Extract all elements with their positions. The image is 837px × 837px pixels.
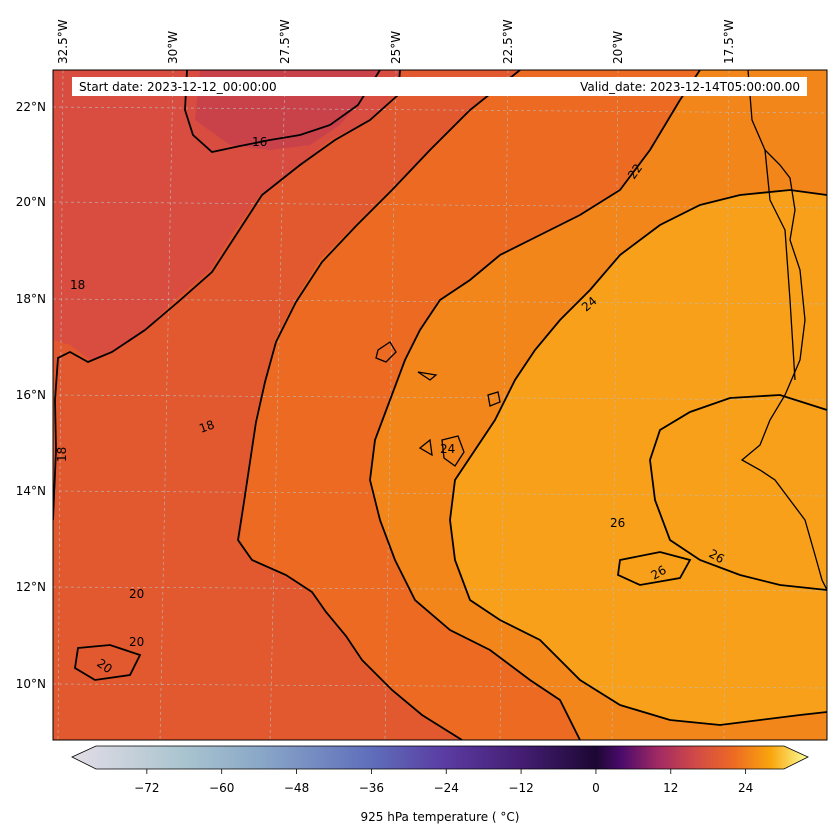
contour-label: 26 [610, 516, 625, 530]
isotherm-24 [449, 189, 827, 726]
header-box: Start date: 2023-12-12_00:00:00 Valid_da… [72, 77, 807, 96]
temperature-field [53, 70, 827, 740]
header-background [72, 77, 807, 96]
colorbar-tick-label: −60 [209, 781, 234, 795]
contour-label: 18 [55, 447, 69, 462]
contour-label: 16 [252, 135, 267, 149]
colorbar-tick-label: −36 [359, 781, 384, 795]
lat-tick-label: 16°N [16, 388, 46, 402]
latitude-ticks: 22°N 20°N 18°N 16°N 14°N 12°N 10°N [16, 100, 46, 691]
colorbar-tick-label: −72 [134, 781, 159, 795]
coastline-inland-border [764, 149, 796, 381]
isotherm-18 [53, 70, 401, 521]
cape-verde-islands [375, 341, 501, 467]
contour-label: 24 [440, 442, 455, 456]
isotherm-20-pocket [74, 644, 142, 681]
valid-date-text: Valid_date: 2023-12-14T05:00:00.00 [580, 80, 800, 94]
isotherm-22 [369, 70, 701, 740]
colorbar-tick-label: 12 [663, 781, 678, 795]
contour-label: 26 [649, 563, 669, 583]
coastlines [375, 70, 827, 591]
contour-label: 20 [129, 587, 144, 601]
colorbar-ticks: −72 −60 −48 −36 −24 −12 0 12 24 [134, 769, 753, 795]
longitude-ticks: 32.5°W 30°W 27.5°W 25°W 22.5°W 20°W 17.5… [56, 19, 736, 64]
lat-tick-label: 20°N [16, 195, 46, 209]
lon-tick-label: 22.5°W [501, 19, 515, 64]
colorbar-tick-label: 0 [592, 781, 600, 795]
lon-tick-label: 25°W [389, 31, 403, 64]
contour-label: 18 [70, 278, 85, 292]
lon-tick-label: 27.5°W [278, 19, 292, 64]
colorbar-tick-label: −12 [508, 781, 533, 795]
lon-tick-label: 20°W [611, 31, 625, 64]
isotherm-26-pocket [617, 551, 692, 586]
graticule [53, 70, 827, 740]
contour-label: 26 [707, 546, 727, 566]
lat-tick-label: 12°N [16, 580, 46, 594]
isotherm-26 [649, 394, 827, 591]
map-frame [52, 69, 828, 741]
lat-tick-label: 22°N [16, 100, 46, 114]
start-date-text: Start date: 2023-12-12_00:00:00 [79, 80, 277, 94]
isotherms [53, 70, 827, 740]
colorbar-tick-label: −24 [434, 781, 459, 795]
lon-tick-label: 17.5°W [722, 19, 736, 64]
isotherm-20 [237, 70, 521, 740]
lat-tick-label: 10°N [16, 677, 46, 691]
lat-tick-label: 18°N [16, 292, 46, 306]
contour-label: 18 [197, 417, 216, 435]
colorbar-bar [71, 745, 809, 770]
west-africa-coastline [740, 70, 827, 591]
lat-tick-label: 14°N [16, 484, 46, 498]
colorbar: −72 −60 −48 −36 −24 −12 0 12 24 925 hPa temperat… [71, 745, 809, 824]
colorbar-tick-label: 24 [738, 781, 753, 795]
lon-tick-label: 30°W [166, 31, 180, 64]
lon-tick-label: 32.5°W [56, 19, 70, 64]
colorbar-tick-label: −48 [284, 781, 309, 795]
contour-label: 20 [129, 635, 144, 649]
colorbar-label: 925 hPa temperature ( °C) [361, 810, 520, 824]
isotherm-16 [184, 70, 381, 153]
